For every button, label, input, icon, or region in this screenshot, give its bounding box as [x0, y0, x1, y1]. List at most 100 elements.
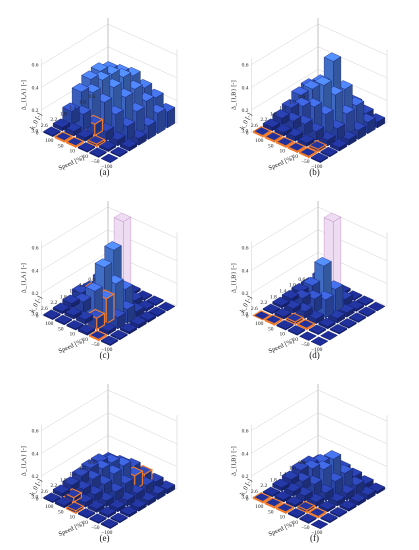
bar: [157, 301, 176, 312]
z-tick-label: 0.6: [242, 246, 249, 252]
k0-tick-label: 2.6: [251, 489, 258, 495]
k0-tick-label: 3.0: [241, 129, 248, 135]
bar: [307, 507, 328, 519]
speed-tick-label: 100: [45, 138, 54, 144]
bar: [308, 324, 327, 336]
z-gridline-left: [251, 389, 319, 431]
z-axis-label: Δ_{I,B} [-]: [231, 80, 238, 110]
bar: [65, 501, 85, 515]
bar: [54, 314, 73, 326]
k0-tick-label: 0.6: [298, 277, 305, 283]
z-gridline-left: [251, 69, 319, 111]
z-gridline-right: [317, 46, 388, 79]
speed-tick-label: 10: [70, 515, 76, 521]
bar: [358, 306, 376, 318]
bar: [284, 312, 305, 326]
z-gridline-left: [41, 389, 109, 431]
speed-tick-label: −100: [101, 530, 113, 536]
k0-tick-label: 2.6: [41, 123, 48, 129]
bar: [43, 492, 61, 504]
bar: [119, 505, 138, 518]
panel-a: 0 0.2 0.4 0.6 Δ_{I,A} [-] 0.6 1.0 1.4 1.8 2.2 2.6 3…: [0, 0, 209, 183]
panel-b-caption: (b): [309, 167, 320, 177]
bar: [110, 512, 128, 524]
z-gridline-left: [41, 206, 109, 248]
z-gridline-right: [107, 46, 178, 79]
bar: [329, 324, 348, 335]
z-gridline-left: [41, 23, 109, 65]
panel-c-chart: 00.20.40.6Δ_{I,A} [-] 0.61.01.41.82.22.63…: [21, 201, 178, 355]
z-gridline-right: [107, 389, 178, 422]
panel-d: 0 0.2 0.4 0.6 Δ_{I,B} [-] 0.6 1.0 1.4 1.8 2.2 2.6 3…: [210, 183, 419, 366]
z-gridline-left: [251, 412, 319, 454]
z-tick-label: 0: [246, 131, 249, 137]
bar: [89, 147, 107, 158]
bar: [298, 146, 318, 159]
speed-tick-label: −10: [79, 337, 88, 343]
panel-e-bars: [43, 452, 176, 530]
z-tick-label: 0.2: [242, 474, 249, 480]
bar: [318, 317, 336, 330]
z-tick-label: 0.6: [242, 429, 249, 435]
speed-tick-label: −100: [101, 164, 113, 170]
speed-tick-label: 10: [70, 149, 76, 155]
k0-tick-label: 0.6: [298, 94, 305, 100]
speed-tick-label: 10: [280, 332, 286, 338]
bar: [281, 289, 300, 303]
z-tick-label: 0.6: [32, 63, 39, 69]
z-gridline-left: [41, 435, 109, 477]
panel-a-chart: 00.20.40.6Δ_{I,A} [-] 0.61.01.41.82.22.63…: [21, 18, 178, 172]
z-gridline-right: [107, 23, 178, 56]
z-gridline-right: [317, 206, 388, 239]
speed-tick-label: −50: [91, 342, 100, 348]
z-gridline-right: [107, 412, 178, 445]
k0-tick-label: 1.8: [270, 111, 277, 117]
bar: [89, 513, 107, 524]
z-tick-label: 0.6: [242, 63, 249, 69]
bar: [272, 478, 290, 492]
k0-tick-label: 1.8: [60, 111, 67, 117]
panel-a-k0-ticks: 0.61.01.41.82.22.63.0k_0 [-]: [29, 94, 95, 135]
panel-e-chart: 00.20.40.6Δ_{I,A} [-] 0.61.01.41.82.22.63…: [21, 384, 178, 538]
speed-tick-label: 100: [255, 138, 264, 144]
speed-tick-label: 50: [58, 143, 64, 149]
speed-tick-label: −50: [91, 159, 100, 165]
speed-tick-label: 10: [70, 332, 76, 338]
speed-tick-label: −50: [301, 342, 310, 348]
z-gridline-left: [251, 46, 319, 88]
bar: [299, 513, 317, 524]
k0-tick-label: 2.6: [251, 306, 258, 312]
bar: [77, 142, 96, 153]
speed-tick-label: −10: [289, 154, 298, 160]
k0-tick-label: 1.0: [289, 283, 296, 289]
z-axis-label: Δ_{I,B} [-]: [231, 263, 238, 293]
k0-tick-label: 1.0: [289, 466, 296, 472]
bar: [77, 508, 96, 519]
speed-tick-label: 100: [255, 504, 264, 510]
speed-tick-label: 50: [268, 326, 274, 332]
speed-tick-label: −100: [101, 347, 113, 353]
z-gridline-left: [41, 46, 109, 88]
z-tick-label: 0.4: [32, 268, 39, 274]
panel-d-chart: 00.20.40.6Δ_{I,B} [-] 0.61.01.41.82.22.63…: [231, 201, 388, 355]
bar: [119, 322, 138, 335]
z-tick-label: 0.2: [242, 291, 249, 297]
z-gridline-right: [317, 435, 388, 467]
bar: [100, 153, 119, 163]
panel-e: 0 0.2 0.4 0.6 Δ_{I,A} [-] 0.6 1.0 1.4 1.8 2.2 2.6 3…: [0, 366, 209, 549]
speed-tick-label: −10: [79, 154, 88, 160]
bar: [110, 146, 128, 158]
k0-tick-label: 3.0: [31, 312, 38, 318]
panel-f: 0 0.2 0.4 0.6 Δ_{I,B} [-] 0.6 1.0 1.4 1.8 2.2 2.6 3…: [210, 366, 419, 549]
k0-tick-label: 0.6: [298, 460, 305, 466]
bar: [252, 126, 272, 138]
panel-d-k0-ticks: 0.61.01.41.82.22.63.0k_0 [-]: [239, 277, 305, 318]
z-gridline-left: [251, 229, 319, 271]
k0-tick-label: 3.0: [241, 495, 248, 501]
panel-f-caption: (f): [310, 533, 319, 543]
panel-c-caption: (c): [99, 350, 110, 360]
bar: [272, 296, 290, 309]
z-tick-label: 0.4: [32, 85, 39, 91]
bar: [299, 331, 317, 341]
